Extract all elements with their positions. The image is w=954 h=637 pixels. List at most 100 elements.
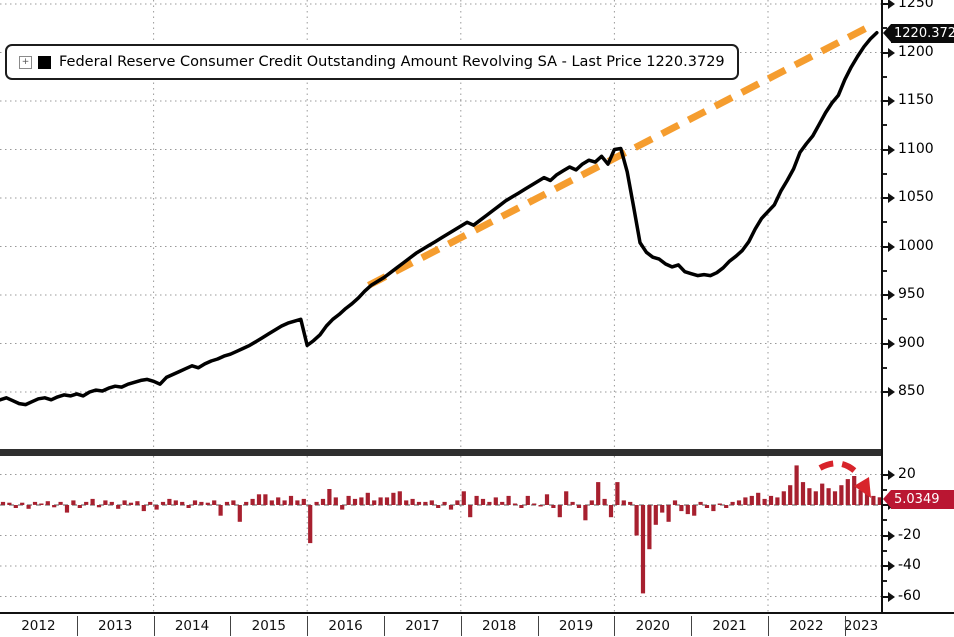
axis-tick-label: 1100 bbox=[898, 140, 934, 157]
roc-bar bbox=[468, 505, 473, 518]
x-axis: 2012 2013 2014 2015 2016 2017 2018 2019 2020 2021… bbox=[0, 612, 954, 637]
roc-bar bbox=[167, 498, 172, 505]
roc-bar bbox=[557, 505, 562, 518]
year-label: 2018 bbox=[482, 618, 517, 634]
roc-bar bbox=[212, 500, 217, 505]
roc-bar bbox=[493, 497, 498, 505]
roc-bar bbox=[122, 500, 127, 505]
axis-tick-arrow-icon bbox=[888, 0, 895, 9]
axis-tick-arrow-icon bbox=[888, 193, 895, 203]
axis-tick bbox=[883, 565, 888, 567]
price-series-swatch-icon bbox=[38, 55, 51, 69]
year-label: 2014 bbox=[174, 618, 210, 634]
roc-bar bbox=[263, 494, 268, 505]
roc-bar bbox=[26, 505, 31, 509]
year-label: 2013 bbox=[98, 618, 133, 634]
panel-divider[interactable] bbox=[0, 449, 954, 456]
roc-bar bbox=[20, 502, 25, 505]
roc-bar bbox=[506, 495, 511, 505]
axis-tick-arrow-icon bbox=[888, 290, 895, 300]
roc-bar bbox=[391, 492, 396, 505]
roc-bar bbox=[538, 505, 543, 507]
roc-bar bbox=[826, 488, 831, 505]
roc-bar bbox=[77, 505, 82, 508]
roc-bar bbox=[84, 501, 89, 505]
roc-bar bbox=[532, 503, 537, 505]
year-divider bbox=[307, 616, 309, 636]
year-label: 2016 bbox=[328, 618, 363, 634]
roc-bar bbox=[480, 498, 486, 505]
legend-expand-icon[interactable]: + bbox=[19, 55, 32, 69]
roc-bar bbox=[192, 500, 198, 505]
year-divider bbox=[460, 616, 462, 636]
roc-bar bbox=[116, 505, 121, 509]
roc-bar bbox=[442, 501, 447, 505]
axis-minor-tick bbox=[883, 318, 887, 321]
roc-bar bbox=[359, 497, 364, 505]
roc-bar bbox=[736, 500, 742, 505]
right-axis: 125012001150110010501000950900850200-20-… bbox=[881, 0, 954, 637]
axis-minor-tick bbox=[883, 124, 887, 127]
down-arrow-annotation-head bbox=[854, 477, 871, 498]
year-divider bbox=[614, 616, 616, 636]
year-divider bbox=[691, 616, 693, 636]
roc-bar bbox=[256, 494, 262, 505]
roc-bar bbox=[871, 495, 876, 505]
roc-bar bbox=[333, 497, 338, 505]
axis-tick bbox=[883, 3, 888, 5]
roc-bar bbox=[410, 498, 415, 505]
roc-bar bbox=[58, 501, 63, 505]
axis-tick bbox=[883, 342, 888, 345]
roc-bar bbox=[295, 500, 300, 505]
roc-bar bbox=[205, 502, 210, 505]
roc-chart-canvas[interactable] bbox=[0, 456, 881, 612]
roc-bar bbox=[128, 502, 134, 505]
roc-bar bbox=[455, 500, 460, 505]
axis-tick bbox=[883, 595, 888, 598]
axis-tick bbox=[883, 148, 888, 151]
roc-bar bbox=[711, 505, 716, 512]
roc-bar bbox=[135, 501, 140, 505]
last-price-label: 1220.3729 bbox=[883, 24, 954, 43]
roc-bar bbox=[160, 501, 166, 505]
roc-bar bbox=[589, 500, 594, 505]
roc-bar bbox=[397, 491, 402, 505]
roc-bar bbox=[628, 501, 633, 505]
year-label: 2017 bbox=[405, 618, 440, 634]
roc-bar bbox=[653, 505, 658, 525]
roc-bar bbox=[103, 500, 108, 505]
axis-tick-label: 1150 bbox=[898, 92, 934, 108]
price-legend[interactable]: + Federal Reserve Consumer Credit Outsta… bbox=[5, 44, 739, 80]
price-panel[interactable]: + Federal Reserve Consumer Credit Outsta… bbox=[0, 0, 881, 449]
roc-bar bbox=[768, 495, 774, 505]
roc-bar bbox=[109, 501, 114, 505]
roc-bar bbox=[602, 498, 607, 505]
roc-bar bbox=[276, 497, 281, 505]
year-label: 2023 bbox=[843, 618, 879, 634]
axis-tick bbox=[883, 100, 888, 102]
axis-tick bbox=[883, 473, 888, 476]
roc-bar bbox=[474, 495, 479, 505]
axis-tick-label: 20 bbox=[898, 465, 916, 482]
year-label: 2020 bbox=[635, 618, 670, 634]
roc-bar bbox=[224, 501, 230, 505]
roc-bar bbox=[352, 498, 358, 505]
price-chart-canvas[interactable] bbox=[0, 0, 881, 449]
roc-bar bbox=[570, 501, 575, 505]
roc-last-value-label: 5.0349 bbox=[883, 490, 954, 509]
roc-bar bbox=[32, 501, 38, 505]
roc-bar bbox=[320, 498, 326, 505]
year-label: 2021 bbox=[712, 618, 747, 634]
roc-bar bbox=[237, 505, 242, 522]
roc-bar bbox=[608, 505, 614, 518]
rate-of-change-panel[interactable]: Rate of Change 1(1) (CCOSREVL) 5.0349 bbox=[0, 456, 881, 612]
roc-bar bbox=[519, 505, 524, 508]
year-divider bbox=[153, 616, 155, 636]
axis-tick bbox=[883, 534, 888, 537]
axis-tick-label: 1000 bbox=[898, 237, 934, 254]
axis-tick bbox=[883, 391, 888, 393]
roc-bar bbox=[564, 491, 569, 505]
roc-bar bbox=[52, 505, 57, 508]
axis-tick-arrow-icon bbox=[888, 469, 895, 480]
